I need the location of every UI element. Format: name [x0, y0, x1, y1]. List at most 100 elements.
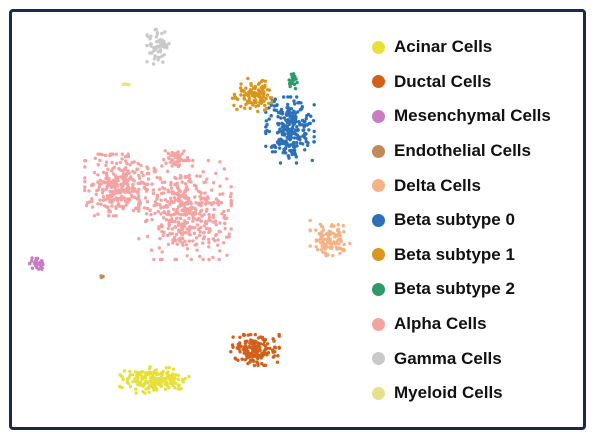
scatter-point [275, 131, 280, 135]
scatter-point [195, 242, 199, 246]
scatter-point [229, 191, 233, 196]
scatter-point [154, 368, 158, 372]
scatter-point [295, 141, 299, 145]
scatter-point [170, 190, 174, 194]
scatter-point [252, 363, 257, 368]
scatter-point [204, 202, 208, 206]
scatter-point [173, 198, 178, 202]
scatter-point [277, 346, 281, 350]
scatter-point [191, 239, 195, 243]
scatter-point [258, 100, 262, 105]
scatter-point [137, 207, 141, 212]
scatter-point [200, 201, 204, 205]
legend-marker [372, 248, 385, 262]
scatter-point [130, 178, 135, 182]
scatter-point [86, 200, 90, 205]
scatter-point [298, 141, 303, 145]
scatter-point [253, 348, 257, 352]
scatter-point [180, 208, 184, 213]
scatter-point [287, 156, 291, 160]
scatter-point [120, 157, 124, 161]
scatter-point [229, 350, 233, 354]
legend-item: Mesenchymal Cells [372, 99, 582, 134]
scatter-point [217, 257, 221, 262]
scatter-point [152, 257, 156, 262]
scatter-point [198, 230, 202, 234]
scatter-point [163, 180, 167, 184]
scatter-point [283, 140, 287, 144]
scatter-point [141, 180, 145, 185]
scatter-point [222, 209, 226, 214]
scatter-point [148, 37, 152, 41]
scatter-point [220, 212, 224, 216]
scatter-point [160, 229, 164, 234]
scatter-point [92, 214, 97, 218]
scatter-point [137, 383, 141, 387]
legend-marker [372, 282, 385, 296]
scatter-point [282, 116, 286, 120]
scatter-point [134, 387, 138, 391]
scatter-point [114, 152, 118, 156]
legend-item: Delta Cells [372, 168, 582, 203]
scatter-point [200, 214, 204, 218]
scatter-point [263, 348, 267, 352]
scatter-point [174, 381, 178, 385]
scatter-point [96, 163, 101, 167]
scatter-point [135, 370, 139, 375]
scatter-point [158, 236, 162, 241]
scatter-point [90, 199, 94, 203]
scatter-point [198, 194, 202, 199]
legend-item: Beta subtype 0 [372, 203, 582, 238]
scatter-point [257, 95, 262, 99]
scatter-point [160, 378, 164, 382]
scatter-point [107, 179, 111, 183]
scatter-point [242, 333, 247, 337]
scatter-point [238, 335, 242, 339]
scatter-point [257, 81, 262, 85]
scatter-point [123, 173, 127, 177]
scatter-point [211, 215, 216, 220]
scatter-point [291, 123, 295, 128]
scatter-point [319, 231, 323, 236]
scatter-point [104, 180, 108, 185]
scatter-point [173, 238, 178, 243]
scatter-point [176, 191, 180, 195]
scatter-point [170, 376, 175, 380]
scatter-point [87, 189, 91, 193]
scatter-point [264, 97, 268, 101]
scatter-point [207, 257, 211, 262]
scatter-point [190, 164, 195, 168]
scatter-point [152, 166, 156, 170]
scatter-point [286, 102, 290, 107]
scatter-point [193, 206, 197, 211]
scatter-point [110, 204, 114, 208]
scatter-point [303, 148, 307, 152]
scatter-point [244, 102, 248, 107]
scatter-point [214, 223, 219, 227]
scatter-point [130, 187, 134, 191]
scatter-point [292, 136, 297, 140]
scatter-point [232, 92, 237, 97]
scatter-point [155, 175, 159, 180]
scatter-point [330, 241, 334, 245]
scatter-point [160, 31, 164, 36]
scatter-point [222, 215, 226, 220]
scatter-point [97, 185, 102, 189]
scatter-point [173, 386, 177, 390]
scatter-point [183, 189, 187, 193]
scatter-point [348, 241, 352, 246]
legend-item: Endothelial Cells [372, 134, 582, 169]
scatter-point [275, 103, 279, 108]
scatter-point [96, 173, 100, 177]
scatter-point [186, 198, 191, 202]
scatter-point [246, 99, 250, 103]
scatter-point [197, 233, 202, 237]
scatter-point [208, 228, 212, 232]
scatter-point [227, 235, 231, 239]
scatter-point [316, 238, 320, 243]
scatter-point [265, 93, 270, 97]
scatter-point [137, 187, 141, 191]
scatter-point [106, 167, 110, 171]
scatter-point [224, 235, 229, 239]
scatter-point [155, 382, 159, 386]
